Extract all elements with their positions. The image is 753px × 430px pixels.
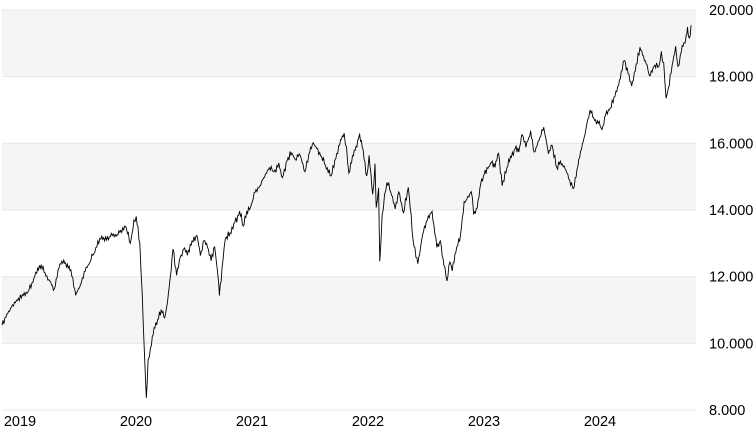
y-axis-label-12.000: 12.000 — [709, 270, 753, 286]
background-band-4 — [2, 276, 696, 344]
y-axis-label-10.000: 10.000 — [709, 336, 753, 352]
chart-plot-area[interactable] — [2, 10, 696, 410]
y-axis-label-16.000: 16.000 — [709, 136, 753, 152]
x-axis-label-2023: 2023 — [468, 414, 500, 430]
x-axis-label-2024: 2024 — [584, 414, 616, 430]
x-axis-label-2019: 2019 — [4, 414, 36, 430]
background-band-5 — [2, 343, 696, 410]
y-axis-label-18.000: 18.000 — [709, 70, 753, 86]
background-band-0 — [2, 10, 696, 77]
background-band-1 — [2, 76, 696, 144]
y-axis-label-20.000: 20.000 — [709, 3, 753, 19]
x-axis-label-2022: 2022 — [352, 414, 384, 430]
price-line — [1, 25, 692, 398]
x-axis-label-2020: 2020 — [120, 414, 152, 430]
y-axis-label-8.000: 8.000 — [709, 403, 745, 419]
x-axis-label-2021: 2021 — [236, 414, 268, 430]
background-band-3 — [2, 210, 696, 277]
y-axis-label-14.000: 14.000 — [709, 203, 753, 219]
